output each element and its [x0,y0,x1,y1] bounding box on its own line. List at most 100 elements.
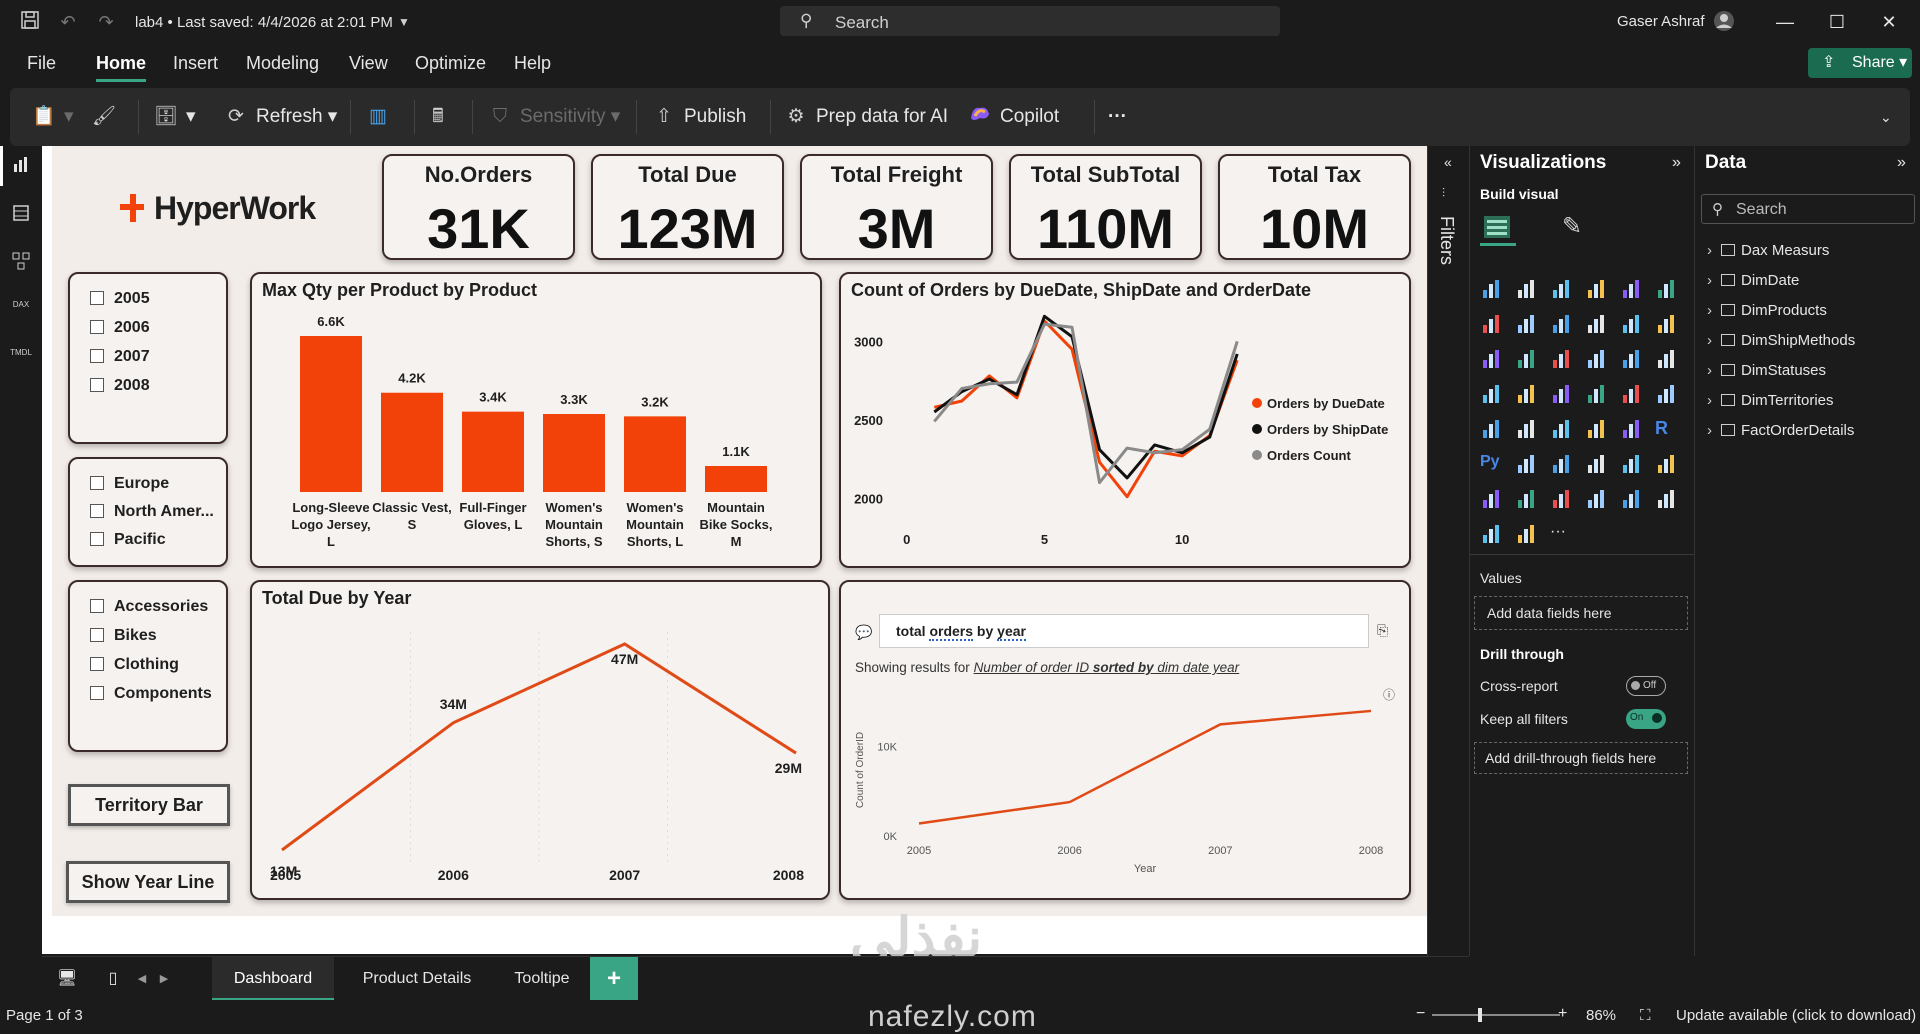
checkbox[interactable] [90,532,104,546]
kpi-card-total-due[interactable]: Total Due 123M [591,154,784,260]
power-apps-visual-icon[interactable] [1550,488,1572,510]
prev-page-icon[interactable]: ◀ [137,973,147,985]
line-visual-icon[interactable] [1480,313,1502,335]
total-due-chart-card[interactable]: Total Due by Year 13M 2005 34M 2006 47M 2007 2… [250,580,830,900]
slicer-option-2006[interactable]: 2006 [90,319,150,337]
user-name[interactable]: Gaser Ashraf [1617,13,1705,30]
100-column-visual-icon[interactable] [1655,278,1677,300]
paginated-visual-icon[interactable] [1620,453,1642,475]
redo-icon[interactable]: ↷ [98,12,114,32]
qa-result-link[interactable]: sorted by [1092,660,1154,675]
slicer-option-north-america[interactable]: North Amer... [90,503,214,521]
slicer-option-pacific[interactable]: Pacific [90,531,166,549]
territory-bar-button[interactable]: Territory Bar [68,784,230,826]
treemap-visual-icon[interactable] [1480,383,1502,405]
share-button[interactable]: ⇪ Share ▾ [1808,48,1912,78]
tab-tooltipe[interactable]: Tooltipe [514,970,570,987]
close-button[interactable]: ✕ [1881,12,1897,32]
decomposition-tree-visual-icon[interactable] [1550,453,1572,475]
checkbox[interactable] [90,378,104,392]
document-title[interactable]: lab4 • Last saved: 4/4/2026 at 2:01 PM [135,14,393,31]
custom-2-visual-icon[interactable] [1480,523,1502,545]
table-dimdate[interactable]: › DimDate [1707,272,1919,296]
format-visual-tab[interactable]: ✎ [1562,213,1583,240]
python-visual-visual-icon[interactable]: Py [1480,453,1500,470]
copilot-button[interactable]: Copilot [968,102,1059,132]
qa-result-link[interactable]: dim date year [1153,660,1240,675]
line-chart-card[interactable]: Count of Orders by DueDate, ShipDate and… [839,272,1411,568]
ribbon-visual-icon[interactable] [1585,313,1607,335]
checkbox[interactable] [90,686,104,700]
new-visual-button[interactable]: ▥ [366,102,398,132]
cross-report-toggle[interactable]: Off [1626,676,1666,696]
smart-narrative-visual-icon[interactable] [1480,488,1502,510]
table-factorderdetails[interactable]: › FactOrderDetails [1707,422,1919,446]
minimize-button[interactable]: — [1776,12,1794,32]
expand-filters-icon[interactable]: « [1444,154,1452,170]
filled-map-visual-icon[interactable] [1550,383,1572,405]
funnel-visual-icon[interactable] [1550,348,1572,370]
slicer-option-2005[interactable]: 2005 [90,290,150,308]
menu-insert[interactable]: Insert [173,53,219,73]
undo-icon[interactable]: ↶ [60,12,76,32]
checkbox[interactable] [90,657,104,671]
table-dimstatuses[interactable]: › DimStatuses [1707,362,1919,386]
custom-1-visual-icon[interactable] [1655,488,1677,510]
global-search-input[interactable]: ⚲ Search [780,6,1280,36]
slicer-visual-icon[interactable] [1550,418,1572,440]
table-dimshipmethods[interactable]: › DimShipMethods [1707,332,1919,356]
prep-data-ai-button[interactable]: ⚙ Prep data for AI [784,102,948,132]
map-visual-icon[interactable] [1515,383,1537,405]
drill-through-drop-zone[interactable]: Add drill-through fields here [1474,742,1688,774]
pie-visual-icon[interactable] [1620,348,1642,370]
more-visual-icon[interactable]: ··· [1550,523,1566,540]
collapse-ribbon-icon[interactable]: ⌄ [1880,109,1892,125]
waterfall-visual-icon[interactable] [1620,313,1642,335]
avatar-icon[interactable] [1712,10,1736,34]
show-year-line-button[interactable]: Show Year Line [66,861,230,903]
custom-3-visual-icon[interactable] [1515,523,1537,545]
multi-card-visual-icon[interactable] [1480,418,1502,440]
data-search-input[interactable]: ⚲ Search [1701,194,1915,224]
menu-view[interactable]: View [349,53,388,73]
build-visual-tab[interactable] [1480,210,1516,246]
mobile-layout-icon[interactable]: ▯ [108,970,118,987]
table-dax-measurs[interactable]: › Dax Measurs [1707,242,1919,266]
new-measure-button[interactable]: 🖩 [426,102,458,132]
table-visual-icon[interactable] [1585,418,1607,440]
qa-result-link[interactable]: Number of order ID [973,660,1093,675]
azure-map-visual-icon[interactable] [1585,383,1607,405]
kpi-card-orders[interactable]: No.Orders 31K [382,154,575,260]
tab-dashboard[interactable]: Dashboard [212,957,334,1001]
collapse-visualizations-icon[interactable]: » [1672,154,1681,171]
stacked-area-visual-icon[interactable] [1550,313,1572,335]
key-influencers-visual-icon[interactable] [1515,453,1537,475]
kpi-card-total-tax[interactable]: Total Tax 10M [1218,154,1411,260]
r-visual-visual-icon[interactable]: R [1655,418,1668,438]
table-dimproducts[interactable]: › DimProducts [1707,302,1919,326]
slicer-option-components[interactable]: Components [90,685,212,703]
next-page-icon[interactable]: ▶ [159,973,169,985]
metrics-visual-icon[interactable] [1515,488,1537,510]
gauge-visual-icon[interactable] [1620,383,1642,405]
keep-all-filters-toggle[interactable]: On [1626,709,1666,729]
desktop-layout-icon[interactable]: 🖥 [56,970,78,987]
menu-home[interactable]: Home [96,53,147,82]
zoom-out-button[interactable]: − [1416,1005,1426,1022]
power-automate-visual-icon[interactable] [1585,488,1607,510]
card-visual-icon[interactable] [1655,383,1677,405]
report-view-icon[interactable] [10,156,32,178]
dax-query-view-icon[interactable]: DAX [10,300,32,322]
zoom-slider-thumb[interactable] [1478,1008,1482,1022]
checkbox[interactable] [90,504,104,518]
collapse-data-icon[interactable]: » [1897,154,1906,171]
fit-to-page-icon[interactable]: ⛶ [1640,1007,1651,1024]
clustered-bar-visual-icon[interactable] [1550,278,1572,300]
menu-modeling[interactable]: Modeling [246,53,320,73]
slicer-option-europe[interactable]: Europe [90,475,169,493]
checkbox[interactable] [90,476,104,490]
kpi-visual-icon[interactable] [1515,418,1537,440]
format-painter-button[interactable]: 🖌 [92,102,124,132]
line-column-visual-icon[interactable] [1655,313,1677,335]
menu-optimize[interactable]: Optimize [415,53,487,73]
